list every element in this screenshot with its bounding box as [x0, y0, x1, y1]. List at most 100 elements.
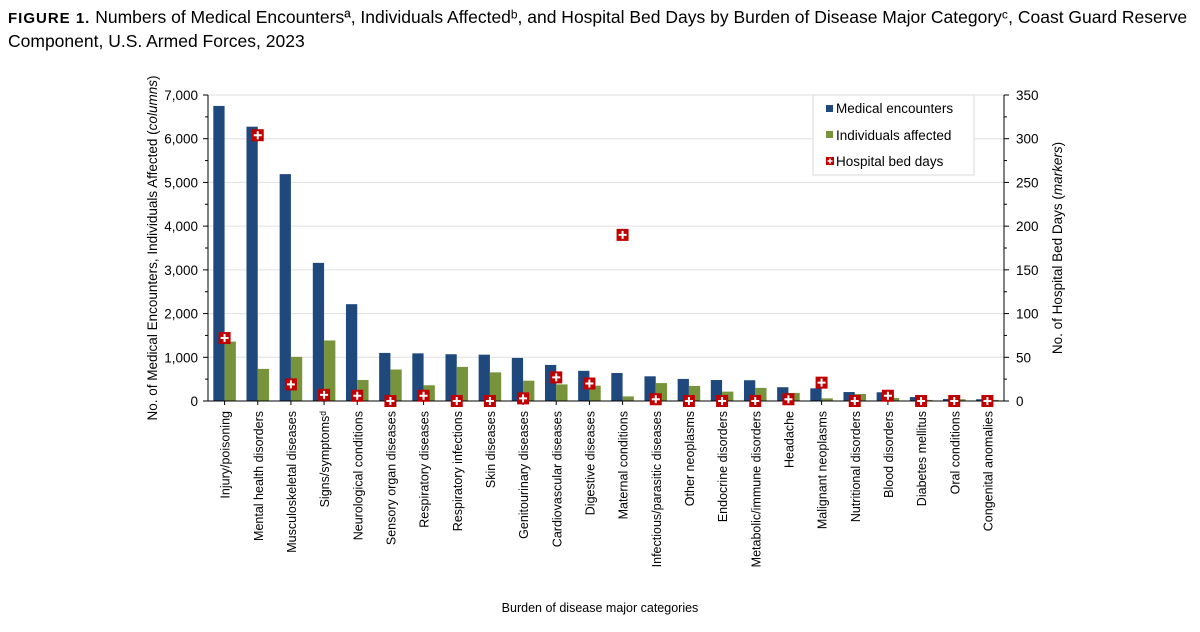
marker-cross	[917, 397, 926, 405]
marker-cross	[485, 397, 494, 405]
bar-medical-encounters	[478, 354, 490, 401]
marker-cross	[452, 397, 461, 405]
marker-cross	[552, 373, 561, 382]
axes: 0 1,000 2,000 3,000 4,000 5,000 6,000 7,000 0 50 1…	[164, 88, 1038, 567]
bar-medical-encounters	[677, 378, 689, 401]
marker-hospital-bed-days	[782, 393, 795, 406]
y-left-tick-label: 1,000	[164, 350, 198, 365]
y-left-tick-label: 0	[190, 394, 198, 409]
x-tick-label: Signs/symptomsᵈ	[318, 411, 332, 508]
marker-cross	[419, 391, 428, 400]
x-tick-label: Nutritional disorders	[849, 411, 863, 522]
figure-label: FIGURE 1.	[8, 10, 91, 27]
bar-individuals-affected	[655, 383, 668, 401]
marker-hospital-bed-days	[550, 371, 563, 384]
marker-cross	[253, 131, 262, 140]
bar-individuals-affected	[556, 384, 568, 401]
marker-cross	[950, 397, 959, 405]
y-left-tick-label: 5,000	[164, 175, 198, 190]
bar-individuals-affected	[390, 369, 402, 401]
y-right-tick-label: 350	[1016, 88, 1039, 103]
marker-cross	[817, 378, 826, 387]
y-right-tick-label: 100	[1016, 307, 1039, 322]
bar-individuals-affected	[489, 372, 502, 401]
marker-cross	[320, 390, 329, 399]
bar-medical-encounters	[810, 388, 822, 401]
bar-medical-encounters	[445, 354, 457, 401]
x-tick-label: Musculoskeletal diseases	[285, 411, 299, 553]
marker-cross	[386, 397, 395, 405]
bar-medical-encounters	[644, 376, 656, 401]
marker-hospital-bed-days	[483, 395, 496, 407]
bar-medical-encounters	[710, 380, 723, 401]
figure-title: FIGURE 1. Numbers of Medical Encountersª…	[8, 6, 1193, 52]
x-tick-label: Maternal conditions	[617, 411, 631, 519]
marker-hospital-bed-days	[749, 395, 762, 407]
marker-hospital-bed-days	[716, 395, 729, 407]
marker-hospital-bed-days	[649, 393, 662, 406]
bar-medical-encounters	[611, 373, 623, 401]
bar-individuals-affected	[821, 398, 833, 401]
marker-hospital-bed-days	[318, 388, 331, 401]
bar-individuals-affected	[257, 368, 270, 401]
marker-hospital-bed-days	[848, 395, 861, 407]
marker-cross	[519, 394, 528, 403]
y-right-tick-label: 50	[1016, 350, 1031, 365]
x-tick-label: Respiratory diseases	[418, 411, 432, 528]
x-tick-label: Endocrine disorders	[716, 411, 730, 522]
marker-hospital-bed-days	[284, 378, 297, 391]
marker-hospital-bed-days	[682, 395, 695, 407]
x-tick-label: Blood disorders	[882, 411, 896, 498]
x-tick-label: Skin diseases	[484, 411, 498, 488]
y-axis-right-label: No. of Hospital Bed Days (markers)	[1050, 142, 1065, 354]
marker-cross	[883, 391, 892, 400]
marker-hospital-bed-days	[616, 228, 629, 241]
y-right-tick-label: 300	[1016, 132, 1039, 147]
y-right-tick-label: 150	[1016, 263, 1039, 278]
marker-cross	[751, 397, 760, 405]
bar-individuals-affected	[324, 340, 336, 401]
bar-individuals-affected	[755, 387, 767, 401]
marker-cross	[286, 380, 295, 389]
marker-cross	[983, 397, 992, 405]
marker-cross	[220, 334, 229, 343]
marker-hospital-bed-days	[815, 376, 828, 389]
legend-box	[812, 94, 975, 176]
y-left-tick-label: 2,000	[164, 307, 198, 322]
x-tick-label: Respiratory infections	[451, 411, 465, 531]
marker-cross	[651, 395, 660, 404]
marker-cross	[684, 397, 693, 405]
marker-hospital-bed-days	[251, 129, 264, 142]
bar-individuals-affected	[589, 385, 601, 401]
figure-title-text: Numbers of Medical Encountersª, Individu…	[8, 7, 1188, 51]
marker-hospital-bed-days	[218, 332, 231, 345]
marker-hospital-bed-days	[881, 389, 894, 402]
x-tick-label: Injury/poisoning	[219, 411, 233, 499]
x-tick-label: Metabolic/immune disorders	[749, 411, 763, 567]
legend-marker-bed-days	[826, 157, 834, 165]
y-left-tick-label: 7,000	[164, 88, 198, 103]
marker-cross	[784, 395, 793, 404]
bar-medical-encounters	[412, 353, 424, 401]
markers	[218, 129, 994, 407]
bar-medical-encounters	[279, 174, 291, 401]
marker-hospital-bed-days	[450, 395, 463, 407]
x-tick-label: Mental health disorders	[252, 411, 266, 541]
marker-hospital-bed-days	[981, 395, 994, 407]
x-tick-label: Oral conditions	[948, 411, 962, 494]
bar-individuals-affected	[224, 341, 236, 401]
marker-hospital-bed-days	[351, 389, 364, 402]
bar-medical-encounters	[312, 262, 325, 401]
bar-medical-encounters	[743, 380, 756, 401]
y-axis-left-label: No. of Medical Encounters, Individuals A…	[145, 76, 160, 421]
y-left-tick-label: 3,000	[164, 263, 198, 278]
bar-medical-encounters	[345, 304, 358, 401]
bar-individuals-affected	[523, 380, 535, 401]
bar-individuals-affected	[622, 396, 634, 401]
marker-cross	[585, 379, 594, 388]
marker-hospital-bed-days	[948, 395, 961, 407]
legend: Medical encounters Individuals affected …	[812, 94, 975, 176]
x-tick-label: Diabetes mellitus	[915, 411, 929, 506]
marker-cross	[618, 230, 627, 239]
